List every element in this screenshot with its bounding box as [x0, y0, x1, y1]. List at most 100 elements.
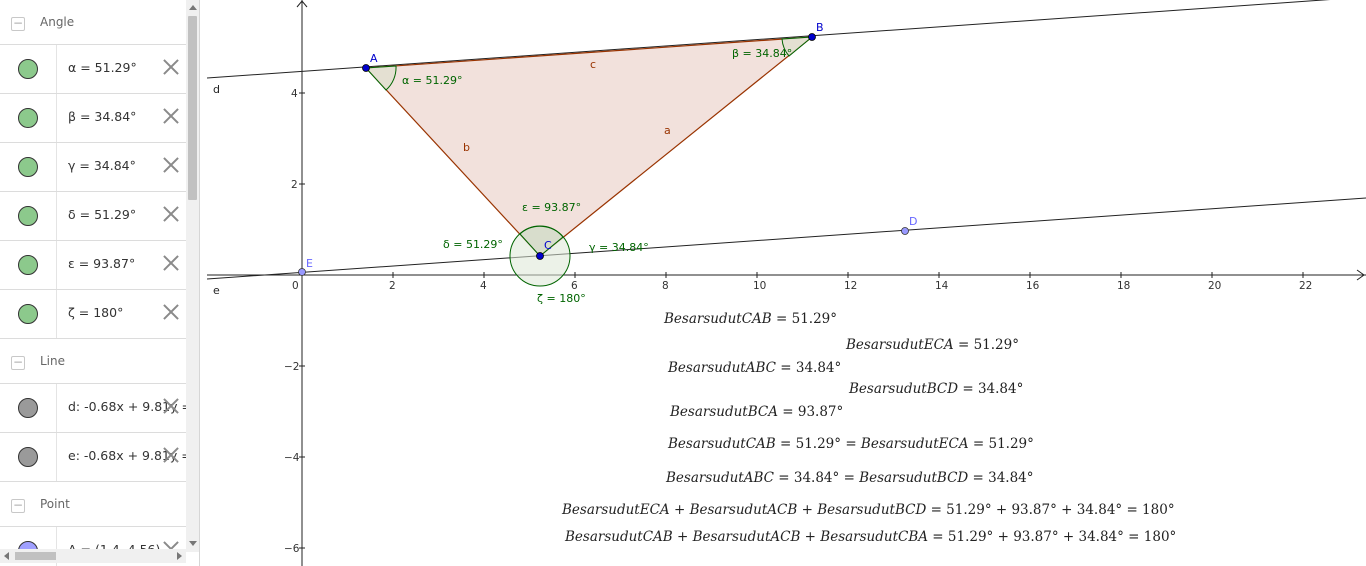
visibility-toggle[interactable]: [18, 255, 38, 275]
angle-epsilon-arc[interactable]: [519, 225, 564, 257]
scroll-down-icon[interactable]: [189, 541, 197, 546]
algebra-view: − Angle α = 51.29° β = 34.84° γ = 34.84°…: [0, 0, 200, 566]
text-besar-sudut-cab[interactable]: BesarsudutCAB = 51.29°: [664, 311, 837, 327]
y-tick-label: 4: [291, 88, 298, 100]
vertical-scrollbar[interactable]: [186, 0, 199, 552]
collapse-icon[interactable]: −: [11, 355, 25, 370]
algebra-expression[interactable]: δ = 51.29°: [68, 207, 137, 222]
x-tick-label: 0: [292, 280, 299, 292]
algebra-item-delta[interactable]: δ = 51.29°: [0, 192, 186, 241]
algebra-item-line-e[interactable]: e: -0.68x + 9.81y = 0: [0, 433, 186, 482]
graphics-view[interactable]: 0 2 4 6 8 10 12 14 16 18 20 22 4 2 −2 −4 −6 d e c a b α…: [207, 0, 1366, 566]
x-tick-label: 18: [1117, 280, 1130, 292]
y-axis-ticks: 4 2 −2 −4 −6: [284, 88, 305, 555]
algebra-item-beta[interactable]: β = 34.84°: [0, 94, 186, 143]
delete-icon[interactable]: [162, 156, 180, 174]
collapse-icon[interactable]: −: [11, 498, 25, 513]
text-besar-sudut-bcd[interactable]: BesarsudutBCD = 34.84°: [849, 381, 1023, 397]
line-e[interactable]: [207, 197, 1366, 280]
angle-zeta-label: ζ = 180°: [537, 292, 586, 305]
scroll-right-icon[interactable]: [177, 552, 182, 560]
delete-icon[interactable]: [162, 205, 180, 223]
scroll-up-icon[interactable]: [189, 5, 197, 10]
text-value: = 93.87°: [777, 404, 844, 420]
angle-alpha-arc[interactable]: [364, 65, 397, 91]
x-tick-label: 6: [571, 280, 578, 292]
point-b[interactable]: [808, 33, 816, 41]
algebra-item-gamma[interactable]: γ = 34.84°: [0, 143, 186, 192]
visibility-toggle[interactable]: [18, 206, 38, 226]
delete-icon[interactable]: [162, 303, 180, 321]
text-besar-sudut-bca[interactable]: BesarsudutBCA = 93.87°: [670, 404, 843, 420]
segment-c[interactable]: [365, 36, 813, 69]
algebra-expression[interactable]: ε = 93.87°: [68, 256, 136, 271]
category-point[interactable]: − Point: [0, 482, 186, 527]
text-term: BesarsudutACB: [692, 529, 801, 545]
angle-beta-arc[interactable]: [781, 36, 814, 57]
delete-icon[interactable]: [162, 446, 180, 464]
delete-icon[interactable]: [162, 254, 180, 272]
point-e-label: E: [306, 257, 313, 270]
angle-beta-label: β = 34.84°: [732, 47, 792, 60]
algebra-expression[interactable]: ζ = 180°: [68, 305, 124, 320]
visibility-toggle[interactable]: [18, 447, 38, 467]
algebra-item-line-d[interactable]: d: -0.68x + 9.81y = 44.74: [0, 384, 186, 433]
delete-icon[interactable]: [162, 397, 180, 415]
text-term: BesarsudutCAB: [664, 311, 772, 327]
y-tick-label: 2: [291, 179, 298, 191]
scroll-left-icon[interactable]: [4, 552, 9, 560]
point-c-label: C: [544, 239, 552, 252]
visibility-toggle[interactable]: [18, 304, 38, 324]
algebra-expression[interactable]: β = 34.84°: [68, 109, 137, 124]
point-a-label: A: [370, 52, 378, 65]
text-sum-straight-angle[interactable]: BesarsudutECA + BesarsudutACB + Besarsud…: [562, 502, 1175, 518]
text-value: +: [800, 529, 821, 545]
visibility-toggle[interactable]: [18, 398, 38, 418]
algebra-item-alpha[interactable]: α = 51.29°: [0, 45, 186, 94]
algebra-expression[interactable]: α = 51.29°: [68, 60, 137, 75]
visibility-toggle[interactable]: [18, 108, 38, 128]
scrollbar-thumb[interactable]: [15, 552, 56, 560]
segment-b[interactable]: [365, 67, 541, 257]
text-besar-sudut-abc[interactable]: BesarsudutABC = 34.84°: [668, 360, 841, 376]
text-equality-cab-eca[interactable]: BesarsudutCAB = 51.29° = BesarsudutECA =…: [668, 436, 1034, 452]
text-value: = 51.29°: [771, 311, 838, 327]
delete-icon[interactable]: [162, 58, 180, 76]
collapse-icon[interactable]: −: [11, 16, 25, 31]
text-equality-abc-bcd[interactable]: BesarsudutABC = 34.84° = BesarsudutBCD =…: [666, 470, 1034, 486]
triangle-abc[interactable]: [366, 37, 812, 256]
x-tick-label: 2: [389, 280, 396, 292]
x-tick-label: 14: [935, 280, 949, 292]
horizontal-scrollbar[interactable]: [0, 549, 186, 563]
algebra-expression[interactable]: γ = 34.84°: [68, 158, 136, 173]
point-c[interactable]: [536, 252, 544, 260]
segment-a[interactable]: [539, 36, 813, 257]
text-term: BesarsudutCAB: [668, 436, 776, 452]
segment-a-label: a: [664, 124, 671, 137]
line-d[interactable]: [207, 0, 1366, 79]
algebra-expression[interactable]: e: -0.68x + 9.81y = 0: [68, 448, 186, 463]
text-term: BesarsudutBCD: [849, 381, 959, 397]
visibility-toggle[interactable]: [18, 59, 38, 79]
text-value: = 51.29°: [953, 337, 1019, 353]
algebra-item-epsilon[interactable]: ε = 93.87°: [0, 241, 186, 290]
angle-gamma-label: γ = 34.84°: [589, 241, 649, 254]
delete-icon[interactable]: [162, 107, 180, 125]
category-line[interactable]: − Line: [0, 339, 186, 384]
text-besar-sudut-eca[interactable]: BesarsudutECA = 51.29°: [846, 337, 1019, 353]
line-d-label: d: [213, 83, 220, 96]
text-term: BesarsudutCBA: [820, 529, 929, 545]
point-e[interactable]: [298, 268, 306, 276]
text-term: BesarsudutBCA: [670, 404, 778, 420]
visibility-toggle[interactable]: [18, 157, 38, 177]
text-sum-triangle-angles[interactable]: BesarsudutCAB + BesarsudutACB + Besarsud…: [565, 529, 1176, 545]
point-a[interactable]: [362, 64, 370, 72]
x-tick-label: 20: [1208, 280, 1221, 292]
coordinate-canvas[interactable]: 0 2 4 6 8 10 12 14 16 18 20 22 4 2 −2 −4 −6 d e c a b α…: [207, 0, 1366, 566]
x-axis-arrow-icon: [1356, 269, 1365, 281]
scrollbar-thumb[interactable]: [188, 16, 197, 200]
category-angle[interactable]: − Angle: [0, 0, 186, 45]
algebra-expression[interactable]: d: -0.68x + 9.81y = 44.74: [68, 399, 186, 414]
algebra-item-zeta[interactable]: ζ = 180°: [0, 290, 186, 339]
point-d[interactable]: [901, 227, 909, 235]
